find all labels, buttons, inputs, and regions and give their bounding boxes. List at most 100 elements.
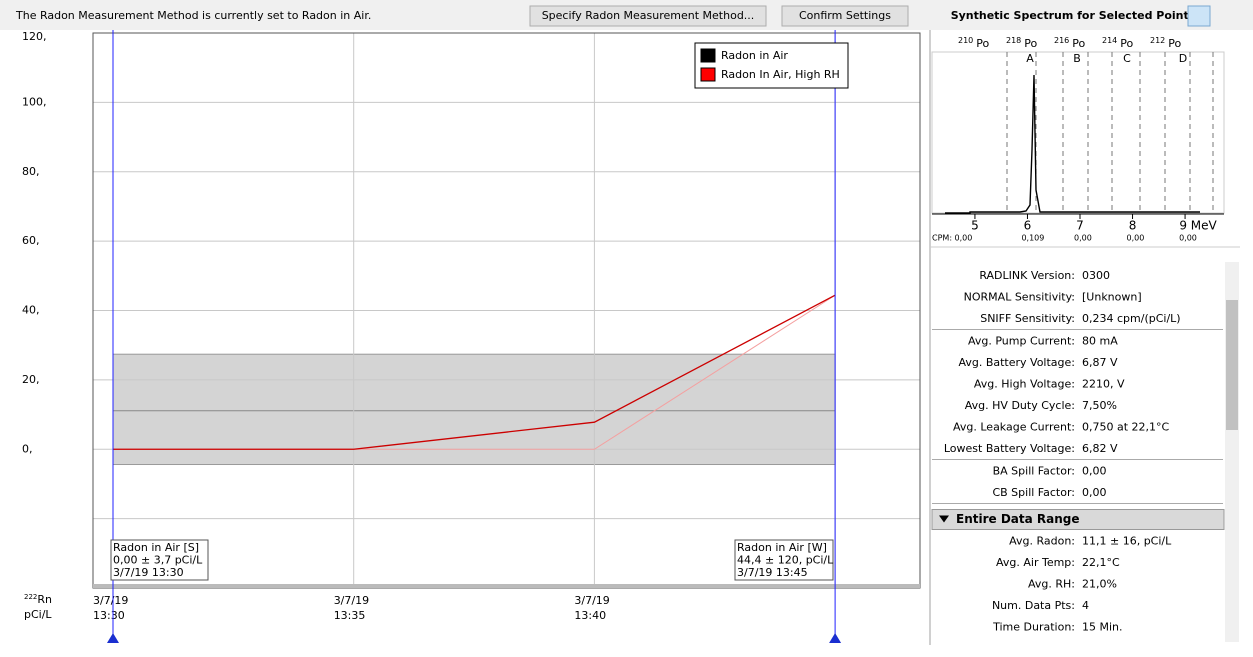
bar-view-button[interactable] (1214, 6, 1236, 26)
region-label: D (1179, 52, 1187, 65)
region-label: C (1123, 52, 1131, 65)
isotope-mass: 214 (1102, 36, 1117, 45)
section-title: Entire Data Range (956, 512, 1080, 526)
info-value: 0,750 at 22,1°C (1082, 421, 1170, 434)
annotation-text: 3/7/19 13:45 (737, 566, 808, 579)
info-label: Avg. Radon: (1009, 535, 1075, 548)
y-tick-label: 120, (22, 30, 47, 43)
info-label: NORMAL Sensitivity: (964, 291, 1075, 304)
info-label: Avg. RH: (1028, 578, 1075, 591)
annotation-text: Radon in Air [S] (113, 541, 199, 554)
info-label: BA Spill Factor: (993, 465, 1075, 478)
spectrum-tick-label: 5 (971, 219, 979, 233)
y-tick-label: 80, (22, 165, 40, 178)
info-value: 7,50% (1082, 399, 1117, 412)
info-label: RADLINK Version: (979, 269, 1075, 282)
spectrum-tick-label: 8 (1129, 219, 1137, 233)
info-label: Avg. Battery Voltage: (958, 356, 1075, 369)
y-tick-label: 100, (22, 95, 47, 108)
annotation-text: 0,00 ± 3,7 pCi/L (113, 554, 203, 567)
region-label: A (1026, 52, 1034, 65)
status-text: The Radon Measurement Method is currentl… (15, 9, 371, 22)
legend-label: Radon in Air (721, 49, 788, 62)
cursor-handle (829, 633, 842, 643)
info-label: CB Spill Factor: (992, 486, 1075, 499)
info-value: 4 (1082, 599, 1089, 612)
x-tick-date: 3/7/19 (93, 594, 128, 607)
info-value: 0,00 (1082, 486, 1107, 499)
cpm-value: 0,00 (1127, 234, 1145, 243)
info-label: Num. Data Pts: (992, 599, 1075, 612)
isotope-mass: 216 (1054, 36, 1069, 45)
series-line (113, 294, 836, 450)
info-label: Time Duration: (992, 621, 1075, 634)
y-axis-label: 222Rn (24, 593, 52, 606)
cpm-value: 0,109 (1021, 234, 1044, 243)
method-button[interactable] (529, 5, 767, 27)
isotope-label: 216 Po (1054, 36, 1086, 51)
confirm-button-label[interactable]: Confirm Settings (799, 9, 891, 22)
x-tick-time: 13:35 (334, 609, 366, 622)
spectrum-tick-label: 6 (1024, 219, 1032, 233)
legend-swatch (700, 67, 716, 82)
annotation-box (734, 539, 834, 581)
isotope-mass: 212 (1150, 36, 1165, 45)
cpm-value: 0,00 (1179, 234, 1197, 243)
isotope-symbol: Po (1072, 37, 1085, 50)
y-tick-label: 40, (22, 304, 40, 317)
y-label-main: Rn (37, 593, 52, 606)
isotope-symbol: Po (1168, 37, 1181, 50)
info-label: SNIFF Sensitivity: (980, 312, 1075, 325)
confirm-button[interactable] (781, 5, 909, 27)
info-label: Avg. Pump Current: (968, 335, 1075, 348)
isotope-label: 214 Po (1102, 36, 1134, 51)
annotation-text: 3/7/19 13:30 (113, 566, 184, 579)
section-header (931, 509, 1225, 530)
info-value: 0,00 (1082, 465, 1107, 478)
legend-swatch (700, 48, 716, 63)
section-arrow (939, 515, 949, 523)
isotope-label: 218 Po (1006, 36, 1038, 51)
info-value: 15 Min. (1082, 621, 1123, 634)
isotope-mass: 210 (958, 36, 973, 45)
x-tick-date: 3/7/19 (574, 594, 609, 607)
annotation-text: 44,4 ± 120, pCi/L (737, 554, 834, 567)
spectrum-plot (931, 51, 1225, 214)
confidence-band (112, 353, 836, 466)
spectrum-tick-label: 7 (1076, 219, 1084, 233)
cpm-value: CPM: 0,00 (932, 234, 972, 243)
region-label: B (1073, 52, 1081, 65)
info-label: Avg. High Voltage: (974, 378, 1075, 391)
spectrum-title: Synthetic Spectrum for Selected Points (951, 9, 1196, 22)
scroll-thumb[interactable] (1226, 300, 1238, 430)
y-tick-label: 0, (22, 442, 33, 455)
isotope-label: 212 Po (1150, 36, 1182, 51)
info-value: [Unknown] (1082, 291, 1142, 304)
isotope-symbol: Po (1120, 37, 1133, 50)
legend-label: Radon In Air, High RH (721, 68, 840, 81)
info-value: 0300 (1082, 269, 1110, 282)
spectrum-tick-label: 9 MeV (1179, 219, 1217, 233)
isotope-symbol: Po (976, 37, 989, 50)
isotope-symbol: Po (1024, 37, 1037, 50)
legend (694, 42, 849, 89)
info-label: Avg. Leakage Current: (953, 421, 1075, 434)
info-label: Avg. Air Temp: (996, 556, 1075, 569)
y-axis-unit: pCi/L (24, 608, 52, 621)
info-value: 6,87 V (1082, 356, 1118, 369)
x-tick-date: 3/7/19 (334, 594, 369, 607)
info-value: 0,234 cpm/(pCi/L) (1082, 312, 1181, 325)
info-value: 11,1 ± 16, pCi/L (1082, 535, 1172, 548)
cursor-handle (107, 633, 119, 643)
annotation-text: Radon in Air [W] (737, 541, 827, 554)
plot-bottom (93, 584, 920, 588)
isotope-mass: 218 (1006, 36, 1021, 45)
info-value: 2210, V (1082, 378, 1125, 391)
spectrum-view-button[interactable] (1187, 5, 1211, 27)
method-button-label[interactable]: Specify Radon Measurement Method... (542, 9, 755, 22)
x-tick-label: 3/7/19 13:35 (334, 594, 369, 622)
info-label: Lowest Battery Voltage: (944, 442, 1075, 455)
isotope-label: 210 Po (958, 36, 990, 51)
x-tick-label: 3/7/19 13:40 (574, 594, 609, 622)
